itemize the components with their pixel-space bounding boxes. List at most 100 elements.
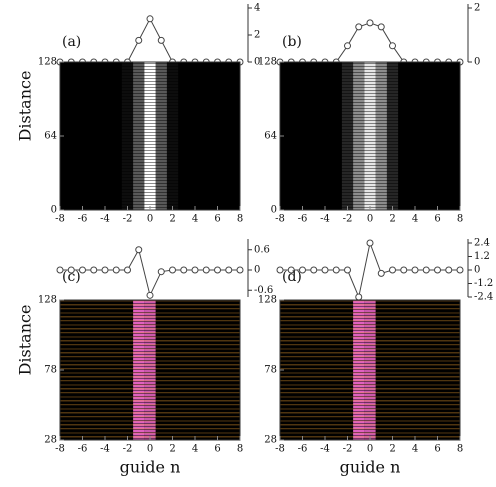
y-tick-label: 1.2 [474,251,490,262]
profile-point [79,266,86,274]
x-tick-label: 4 [192,444,198,455]
y-tick-label: 28 [264,435,277,446]
profile-line [60,17,240,63]
x-tick-label: 4 [412,214,418,225]
x-tick-label: -8 [275,214,285,225]
x-tick-label: -6 [78,444,88,455]
x-tick-label: 0 [367,214,373,225]
profile-point [389,266,396,274]
x-tick-label: -4 [320,214,330,225]
texture [280,62,460,210]
profile-point [56,266,64,274]
x-tick-label: -2 [343,444,353,455]
x-tick-label: 2 [389,444,395,455]
profile-point [124,266,131,274]
y-tick-label: 64 [44,131,57,142]
x-tick-label: -2 [343,214,353,225]
profile-point [445,266,453,274]
x-tick-label: 0 [367,444,373,455]
profile-point [236,266,244,274]
profile-point [321,266,329,274]
profile-line [60,248,240,297]
profile-point [135,246,143,254]
x-tick-label: 2 [389,214,395,225]
profile-point [434,266,441,274]
profile-point [366,239,374,247]
x-tick-label: -2 [123,214,133,225]
profile-point [299,266,306,274]
x-tick-label: 4 [412,444,418,455]
profile-point [169,266,176,274]
x-tick-label: -2 [123,444,133,455]
texture [60,62,240,210]
panel-label: (b) [282,34,302,50]
x-tick-label: 6 [434,214,440,225]
profile-point [112,266,120,274]
y-tick-label: 78 [264,365,277,376]
y-tick-label: 0 [271,205,277,216]
profile-point [90,266,98,274]
texture [280,300,460,440]
x-tick-label: -8 [55,214,65,225]
profile-point [389,42,396,50]
profile-point [355,23,363,31]
profile-point [377,23,385,31]
x-tick-label: 6 [434,444,440,455]
profile-point [146,291,154,299]
y-tick-label: 128 [258,57,277,68]
y-axis-label: Distance [16,71,35,142]
x-tick-label: -4 [100,214,110,225]
x-tick-label: -8 [275,444,285,455]
x-tick-label: -6 [298,214,308,225]
profile-point [180,266,188,274]
profile-line [280,22,460,63]
x-tick-label: 6 [214,444,220,455]
x-tick-label: 8 [457,214,463,225]
y-tick-label: 128 [38,57,57,68]
x-tick-label: 6 [214,214,220,225]
x-tick-label: -4 [320,444,330,455]
y-tick-label: 0 [254,57,260,68]
y-tick-label: 2 [474,3,480,14]
y-tick-label: 128 [258,295,277,306]
panel-label: (d) [282,269,302,285]
profile-point [225,266,233,274]
x-tick-label: -8 [55,444,65,455]
y-tick-label: 0 [254,265,260,276]
x-tick-label: 4 [192,214,198,225]
profile-point [355,293,363,301]
profile-point [276,266,284,274]
panel-label: (a) [62,34,81,50]
profile-point [310,266,318,274]
y-tick-label: 2 [254,30,260,41]
y-tick-label: 128 [38,295,57,306]
profile-point [377,269,385,277]
profile-point [157,36,165,44]
profile-point [101,266,109,274]
profile-point [202,266,210,274]
y-tick-label: -0.6 [254,285,273,296]
profile-point [400,266,408,274]
texture [60,300,240,440]
x-tick-label: 8 [457,444,463,455]
x-tick-label: 2 [169,214,175,225]
y-tick-label: 0 [474,57,480,68]
panel-label: (c) [62,269,81,285]
y-tick-label: -2.4 [474,292,493,303]
profile-point [422,266,430,274]
x-tick-label: -4 [100,444,110,455]
y-tick-label: 0.6 [254,244,270,255]
profile-point [344,42,351,50]
profile-point [135,36,143,44]
profile-point [146,15,154,23]
y-tick-label: 0 [51,205,57,216]
x-axis-label: guide n [340,458,401,477]
x-tick-label: 8 [237,214,243,225]
x-tick-label: 0 [147,214,153,225]
profile-point [214,266,221,274]
profile-point [287,266,295,274]
y-tick-label: 2.4 [474,238,490,249]
x-tick-label: 0 [147,444,153,455]
y-tick-label: 28 [44,435,57,446]
